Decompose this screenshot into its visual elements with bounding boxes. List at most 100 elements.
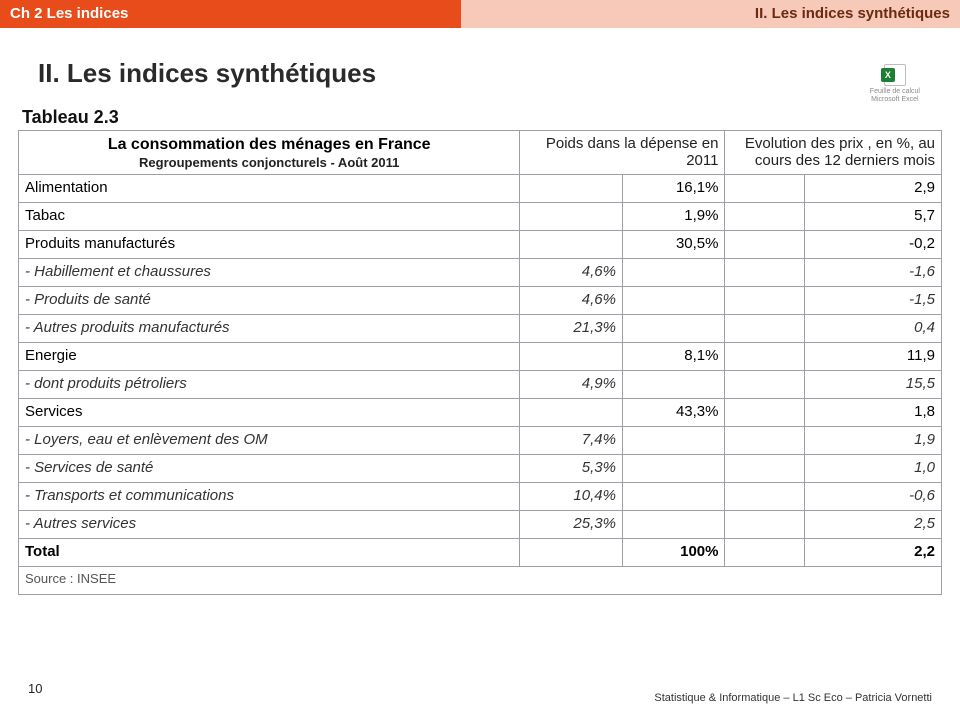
cell-evolution: -0,6 [805, 483, 942, 511]
cell-weight-agg: 8,1% [622, 343, 725, 371]
cell-total-label: Total [19, 539, 520, 567]
data-table: La consommation des ménages en France Re… [18, 130, 942, 595]
table-source-row: Source : INSEE [19, 567, 942, 595]
cell-ev-spacer [725, 231, 805, 259]
cell-ev-spacer [725, 175, 805, 203]
table-row: - Loyers, eau et enlèvement des OM7,4% 1,… [19, 427, 942, 455]
cell-evolution: 1,9 [805, 427, 942, 455]
th-weight: Poids dans la dépense en 2011 [520, 131, 725, 175]
cell-label: - Loyers, eau et enlèvement des OM [19, 427, 520, 455]
cell-ev-spacer [725, 511, 805, 539]
cell-weight-agg [622, 511, 725, 539]
table-row: - Produits de santé4,6%-1,5 [19, 287, 942, 315]
cell-label: Produits manufacturés [19, 231, 520, 259]
cell-weight-agg: 30,5% [622, 231, 725, 259]
cell-label: - Habillement et chaussures [19, 259, 520, 287]
cell-label: - Autres services [19, 511, 520, 539]
th-evolution: Evolution des prix , en %, au cours des … [725, 131, 942, 175]
cell-evolution: 1,0 [805, 455, 942, 483]
cell-evolution: -0,2 [805, 231, 942, 259]
slide-header: Ch 2 Les indices II. Les indices synthét… [0, 0, 960, 28]
cell-ev-spacer [725, 399, 805, 427]
page-number: 10 [28, 681, 42, 696]
cell-weight-agg [622, 259, 725, 287]
cell-weight-sub [520, 203, 623, 231]
table-row: Produits manufacturés 30,5% -0,2 [19, 231, 942, 259]
cell-label: Energie [19, 343, 520, 371]
badge-line2: Microsoft Excel [870, 96, 920, 104]
cell-label: Tabac [19, 203, 520, 231]
cell-weight-sub: 25,3% [520, 511, 623, 539]
cell-evolution: 2,5 [805, 511, 942, 539]
cell-ev-spacer [725, 287, 805, 315]
cell-total-ev: 2,2 [805, 539, 942, 567]
cell-evolution: 1,8 [805, 399, 942, 427]
table-row: - dont produits pétroliers4,9% 15,5 [19, 371, 942, 399]
excel-embed-badge: X Feuille de calcul Microsoft Excel [870, 64, 920, 103]
cell-weight-agg [622, 427, 725, 455]
table-row: - Habillement et chaussures4,6% -1,6 [19, 259, 942, 287]
cell-evolution: 2,9 [805, 175, 942, 203]
cell-weight-sub [520, 343, 623, 371]
cell-weight-agg [622, 455, 725, 483]
cell-weight-sub [520, 399, 623, 427]
cell-ev-spacer [725, 203, 805, 231]
cell-ev-spacer [725, 371, 805, 399]
cell-ev-spacer [725, 343, 805, 371]
th-main: La consommation des ménages en France [25, 135, 513, 155]
table-row: - Services de santé5,3% 1,0 [19, 455, 942, 483]
cell-ev-spacer [725, 315, 805, 343]
cell-total-sub [520, 539, 623, 567]
cell-label: Services [19, 399, 520, 427]
cell-evolution: 5,7 [805, 203, 942, 231]
cell-ev-spacer [725, 483, 805, 511]
table-total-row: Total 100% 2,2 [19, 539, 942, 567]
th-description: La consommation des ménages en France Re… [19, 131, 520, 175]
cell-evolution: -1,5 [805, 287, 942, 315]
slide-title: II. Les indices synthétiques [38, 58, 960, 89]
table-caption: Tableau 2.3 [18, 107, 942, 128]
table-row: - Autres produits manufacturés21,3%0,4 [19, 315, 942, 343]
cell-label: - Transports et communications [19, 483, 520, 511]
table-row: Energie 8,1% 11,9 [19, 343, 942, 371]
table-row: Services 43,3% 1,8 [19, 399, 942, 427]
cell-label: - Services de santé [19, 455, 520, 483]
header-chapter: Ch 2 Les indices [0, 0, 461, 28]
table-body: Alimentation16,1%2,9Tabac1,9%5,7Produits… [19, 175, 942, 595]
cell-weight-sub: 4,6% [520, 259, 623, 287]
cell-weight-agg: 43,3% [622, 399, 725, 427]
cell-label: Alimentation [19, 175, 520, 203]
cell-label: - Autres produits manufacturés [19, 315, 520, 343]
cell-weight-sub: 7,4% [520, 427, 623, 455]
cell-ev-spacer [725, 427, 805, 455]
table-row: Alimentation 16,1% 2,9 [19, 175, 942, 203]
footer-credit: Statistique & Informatique – L1 Sc Eco –… [654, 692, 932, 704]
cell-label: - dont produits pétroliers [19, 371, 520, 399]
cell-weight-sub [520, 175, 623, 203]
cell-label: - Produits de santé [19, 287, 520, 315]
table-row: - Autres services25,3% 2,5 [19, 511, 942, 539]
cell-evolution: 0,4 [805, 315, 942, 343]
cell-weight-sub: 5,3% [520, 455, 623, 483]
table-header-row: La consommation des ménages en France Re… [19, 131, 942, 175]
cell-weight-agg [622, 315, 725, 343]
table-row: - Transports et communications10,4% -0,6 [19, 483, 942, 511]
cell-evolution: 15,5 [805, 371, 942, 399]
cell-ev-spacer [725, 259, 805, 287]
cell-weight-agg: 16,1% [622, 175, 725, 203]
cell-weight-sub: 4,9% [520, 371, 623, 399]
cell-weight-sub: 10,4% [520, 483, 623, 511]
cell-weight-agg [622, 287, 725, 315]
th-sub: Regroupements conjoncturels - Août 2011 [25, 155, 513, 170]
table-wrapper: Tableau 2.3 La consommation des ménages … [18, 107, 942, 595]
badge-line1: Feuille de calcul [870, 88, 920, 96]
cell-evolution: 11,9 [805, 343, 942, 371]
cell-total-spacer [725, 539, 805, 567]
cell-weight-agg [622, 483, 725, 511]
cell-weight-agg: 1,9% [622, 203, 725, 231]
table-row: Tabac 1,9% 5,7 [19, 203, 942, 231]
cell-source: Source : INSEE [19, 567, 942, 595]
cell-evolution: -1,6 [805, 259, 942, 287]
excel-icon: X [884, 64, 906, 86]
cell-total-agg: 100% [622, 539, 725, 567]
